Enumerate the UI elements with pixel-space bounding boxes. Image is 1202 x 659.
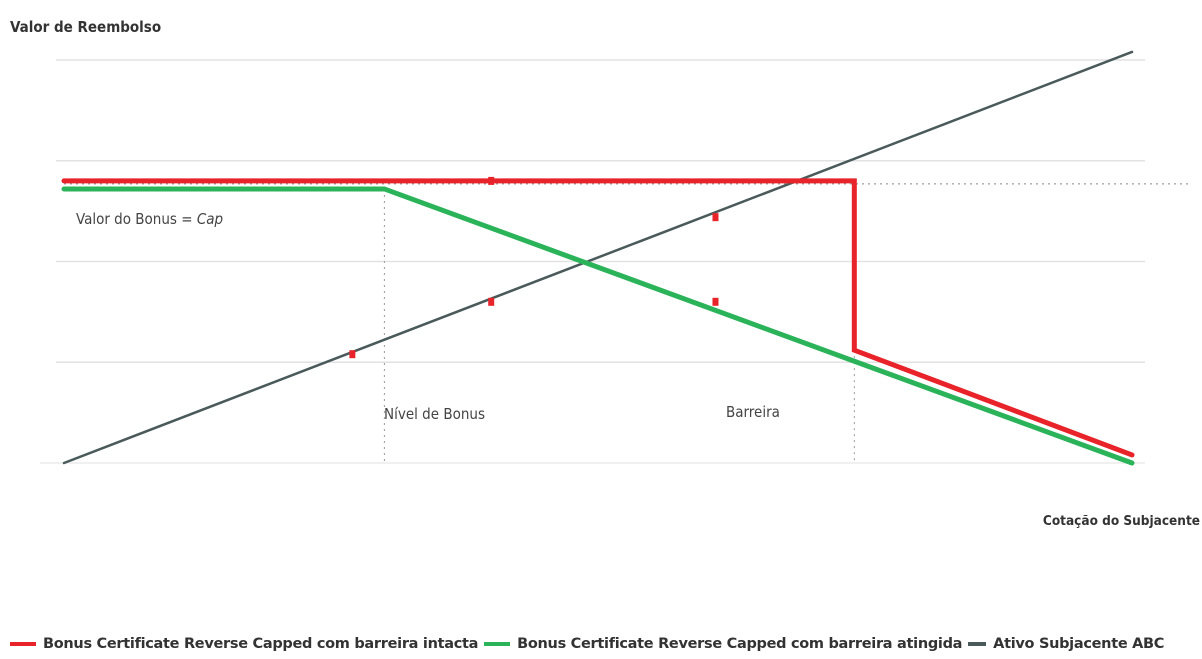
data-marker bbox=[712, 213, 719, 222]
data-marker bbox=[488, 176, 495, 185]
legend-item-ativo: Ativo Subjacente ABC bbox=[968, 636, 1164, 652]
series-line-atingida bbox=[61, 186, 1135, 466]
legend-label-ativo: Ativo Subjacente ABC bbox=[993, 636, 1165, 652]
reference-lines bbox=[64, 183, 1190, 463]
data-marker bbox=[712, 297, 719, 306]
x-axis-label: Cotação do Subjacente bbox=[1043, 513, 1200, 529]
legend-swatch-atingida bbox=[484, 642, 511, 646]
data-marker bbox=[349, 350, 356, 359]
barrier-annotation: Barreira bbox=[726, 403, 780, 421]
gridlines bbox=[40, 59, 1145, 464]
legend-item-intacta: Bonus Certificate Reverse Capped com bar… bbox=[10, 636, 478, 652]
bonus-level-annotation: Nível de Bonus bbox=[384, 405, 485, 423]
bonus-value-annotation: Valor do Bonus = Cap bbox=[76, 210, 223, 228]
data-markers bbox=[349, 176, 719, 359]
legend-swatch-ativo bbox=[968, 642, 987, 646]
payoff-chart: Valor de Reembolso Cotação do Subjacente… bbox=[10, 18, 1200, 529]
series-line-ativo bbox=[62, 50, 1134, 465]
legend-label-intacta: Bonus Certificate Reverse Capped com bar… bbox=[43, 636, 479, 652]
legend: Bonus Certificate Reverse Capped com bar… bbox=[10, 636, 1170, 652]
legend-swatch-intacta bbox=[10, 642, 36, 646]
series-lines bbox=[61, 50, 1135, 466]
y-axis-label: Valor de Reembolso bbox=[10, 18, 161, 36]
series-line-intacta bbox=[61, 178, 1135, 458]
data-marker bbox=[488, 297, 495, 306]
legend-label-atingida: Bonus Certificate Reverse Capped com bar… bbox=[517, 636, 963, 652]
legend-item-atingida: Bonus Certificate Reverse Capped com bar… bbox=[484, 636, 962, 652]
